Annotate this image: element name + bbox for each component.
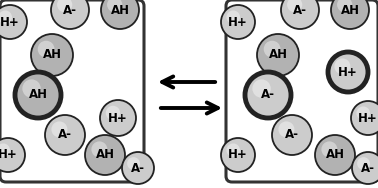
- Text: H+: H+: [358, 111, 378, 124]
- Circle shape: [106, 106, 120, 120]
- Circle shape: [0, 143, 10, 157]
- Circle shape: [100, 100, 136, 136]
- Text: A-: A-: [131, 161, 145, 174]
- Text: AH: AH: [42, 49, 62, 61]
- Circle shape: [331, 0, 369, 29]
- Circle shape: [253, 79, 271, 98]
- Circle shape: [221, 138, 255, 172]
- Circle shape: [281, 0, 319, 29]
- Text: H+: H+: [338, 65, 358, 79]
- Circle shape: [45, 115, 85, 155]
- Circle shape: [351, 101, 378, 135]
- Text: H+: H+: [0, 15, 20, 29]
- Circle shape: [337, 0, 352, 12]
- Text: AH: AH: [341, 4, 359, 17]
- Text: AH: AH: [110, 4, 130, 17]
- Circle shape: [315, 135, 355, 175]
- Text: H+: H+: [108, 111, 128, 124]
- Circle shape: [287, 0, 302, 12]
- Circle shape: [279, 121, 294, 137]
- Text: AH: AH: [96, 149, 115, 161]
- Circle shape: [0, 138, 25, 172]
- Circle shape: [264, 41, 280, 58]
- Text: A-: A-: [293, 4, 307, 17]
- Circle shape: [226, 11, 240, 24]
- Circle shape: [57, 0, 72, 12]
- Text: AH: AH: [268, 49, 288, 61]
- Circle shape: [127, 157, 140, 170]
- Circle shape: [51, 0, 89, 29]
- Circle shape: [91, 141, 107, 157]
- FancyBboxPatch shape: [0, 0, 144, 182]
- Text: H+: H+: [228, 149, 248, 161]
- Circle shape: [356, 106, 370, 120]
- Circle shape: [352, 152, 378, 184]
- Circle shape: [51, 121, 67, 137]
- Circle shape: [22, 79, 41, 98]
- FancyBboxPatch shape: [226, 0, 378, 182]
- Text: H+: H+: [0, 149, 18, 161]
- Circle shape: [107, 0, 122, 12]
- Circle shape: [245, 72, 291, 118]
- Circle shape: [272, 115, 312, 155]
- Text: A-: A-: [261, 89, 275, 102]
- Circle shape: [15, 72, 61, 118]
- Circle shape: [0, 5, 27, 39]
- Circle shape: [328, 52, 368, 92]
- Text: A-: A-: [285, 129, 299, 142]
- Circle shape: [335, 58, 350, 74]
- Circle shape: [122, 152, 154, 184]
- Circle shape: [101, 0, 139, 29]
- Text: AH: AH: [325, 149, 344, 161]
- Text: AH: AH: [28, 89, 48, 102]
- Circle shape: [38, 41, 54, 58]
- Text: A-: A-: [361, 161, 375, 174]
- Circle shape: [226, 143, 240, 157]
- Circle shape: [257, 34, 299, 76]
- Circle shape: [31, 34, 73, 76]
- Circle shape: [85, 135, 125, 175]
- Circle shape: [0, 11, 12, 24]
- Text: H+: H+: [228, 15, 248, 29]
- Circle shape: [321, 141, 338, 157]
- Text: A-: A-: [58, 129, 72, 142]
- Text: A-: A-: [63, 4, 77, 17]
- Circle shape: [357, 157, 370, 170]
- Circle shape: [221, 5, 255, 39]
